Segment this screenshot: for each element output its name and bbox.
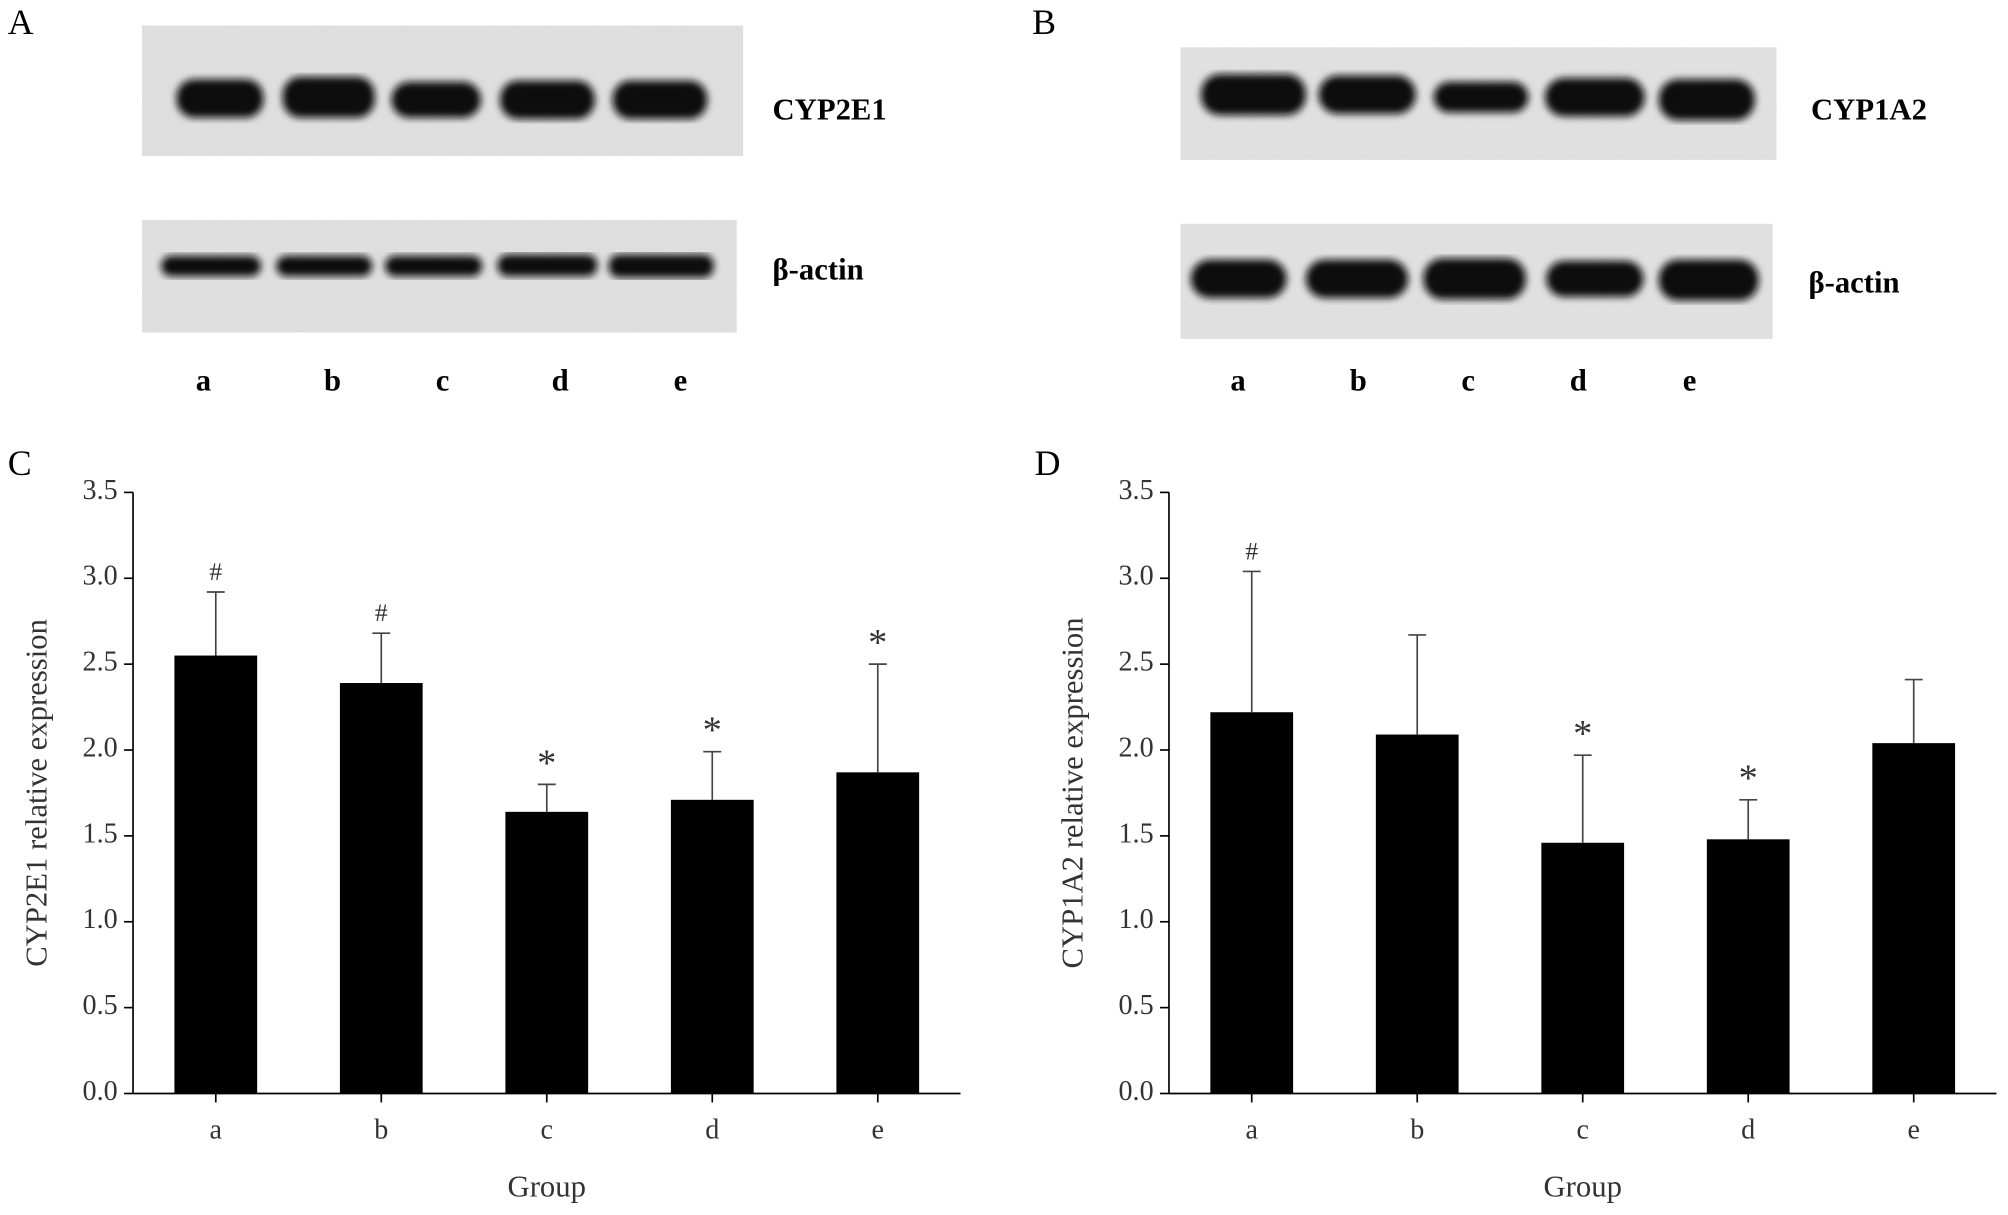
y-tick-label: 2.5 <box>83 647 118 678</box>
significance-mark: * <box>1573 713 1592 755</box>
x-tick-label: c <box>541 1114 553 1145</box>
y-tick-label: 3.5 <box>1118 475 1153 506</box>
x-axis-label: Group <box>1544 1169 1622 1203</box>
y-tick-label: 3.5 <box>83 475 118 506</box>
x-tick-label: d <box>1741 1114 1755 1145</box>
blot-bands <box>1200 74 1755 121</box>
lane-label: d <box>1570 364 1587 398</box>
y-tick-label: 2.0 <box>1118 732 1153 763</box>
error-bar <box>1242 570 1261 713</box>
blot-bands <box>176 76 708 119</box>
y-tick-label: 1.0 <box>1118 904 1153 935</box>
control-label: β-actin <box>773 252 864 286</box>
x-tick-label: e <box>1907 1114 1919 1145</box>
panel-label: A <box>8 2 34 42</box>
error-bar <box>537 783 556 812</box>
bar <box>1872 743 1956 1094</box>
error-bar <box>1408 634 1427 735</box>
lane-label: b <box>1350 364 1367 398</box>
error-bar <box>1904 678 1923 744</box>
bar <box>1375 734 1459 1094</box>
x-tick-label: c <box>1576 1114 1588 1145</box>
x-tick-label: a <box>210 1114 223 1145</box>
panel-label: C <box>8 443 32 483</box>
lane-label: a <box>196 364 211 398</box>
bar <box>505 811 589 1094</box>
y-tick-label: 1.0 <box>83 904 118 935</box>
y-tick-label: 1.5 <box>83 818 118 849</box>
y-axis-label: CYP2E1 relative expression <box>20 619 54 967</box>
x-tick-label: d <box>705 1114 719 1145</box>
bar <box>1706 839 1790 1094</box>
significance-mark: * <box>703 710 722 752</box>
x-tick-label: b <box>1410 1114 1424 1145</box>
panel-label: B <box>1032 2 1056 42</box>
blot-panel-b <box>1180 47 1777 339</box>
y-tick-label: 1.5 <box>1118 818 1153 849</box>
bar <box>836 772 920 1094</box>
significance-mark: # <box>209 557 222 586</box>
blot-bands <box>161 254 714 278</box>
y-tick-label: 3.0 <box>83 561 118 592</box>
error-bar <box>703 750 722 800</box>
bar <box>339 683 423 1094</box>
significance-mark: * <box>537 742 556 784</box>
y-tick-label: 3.0 <box>1118 561 1153 592</box>
y-tick-label: 2.5 <box>1118 647 1153 678</box>
control-label: β-actin <box>1808 265 1899 299</box>
significance-mark: # <box>375 598 388 627</box>
bar <box>1210 712 1294 1094</box>
error-bar <box>1573 754 1592 843</box>
lane-label: b <box>324 364 341 398</box>
y-tick-label: 0.0 <box>1118 1076 1153 1107</box>
blot-panel-a <box>141 25 744 333</box>
x-tick-label: b <box>374 1114 388 1145</box>
lane-label: e <box>674 364 688 398</box>
protein-label: CYP1A2 <box>1811 93 1927 127</box>
protein-label: CYP2E1 <box>773 93 887 127</box>
x-tick-label: e <box>872 1114 884 1145</box>
y-tick-label: 0.5 <box>1118 990 1153 1021</box>
x-axis-label: Group <box>508 1169 586 1203</box>
significance-mark: * <box>868 622 887 664</box>
y-tick-label: 0.0 <box>83 1076 118 1107</box>
panel-label: D <box>1035 443 1061 483</box>
error-bar <box>206 591 225 656</box>
y-tick-label: 0.5 <box>83 990 118 1021</box>
blot-bands <box>1190 258 1759 301</box>
bar <box>1541 842 1625 1094</box>
error-bar <box>868 663 887 773</box>
x-tick-label: a <box>1245 1114 1258 1145</box>
bar <box>174 655 258 1094</box>
y-axis-label: CYP1A2 relative expression <box>1056 617 1090 968</box>
lane-label: c <box>436 364 450 398</box>
y-tick-label: 2.0 <box>83 732 118 763</box>
lane-label: d <box>552 364 569 398</box>
lane-label: c <box>1461 364 1475 398</box>
lane-label: e <box>1683 364 1697 398</box>
significance-mark: # <box>1245 536 1258 565</box>
lane-label: a <box>1230 364 1245 398</box>
error-bar <box>1739 798 1758 840</box>
bar <box>670 799 754 1094</box>
significance-mark: * <box>1739 758 1758 800</box>
error-bar <box>372 632 391 684</box>
